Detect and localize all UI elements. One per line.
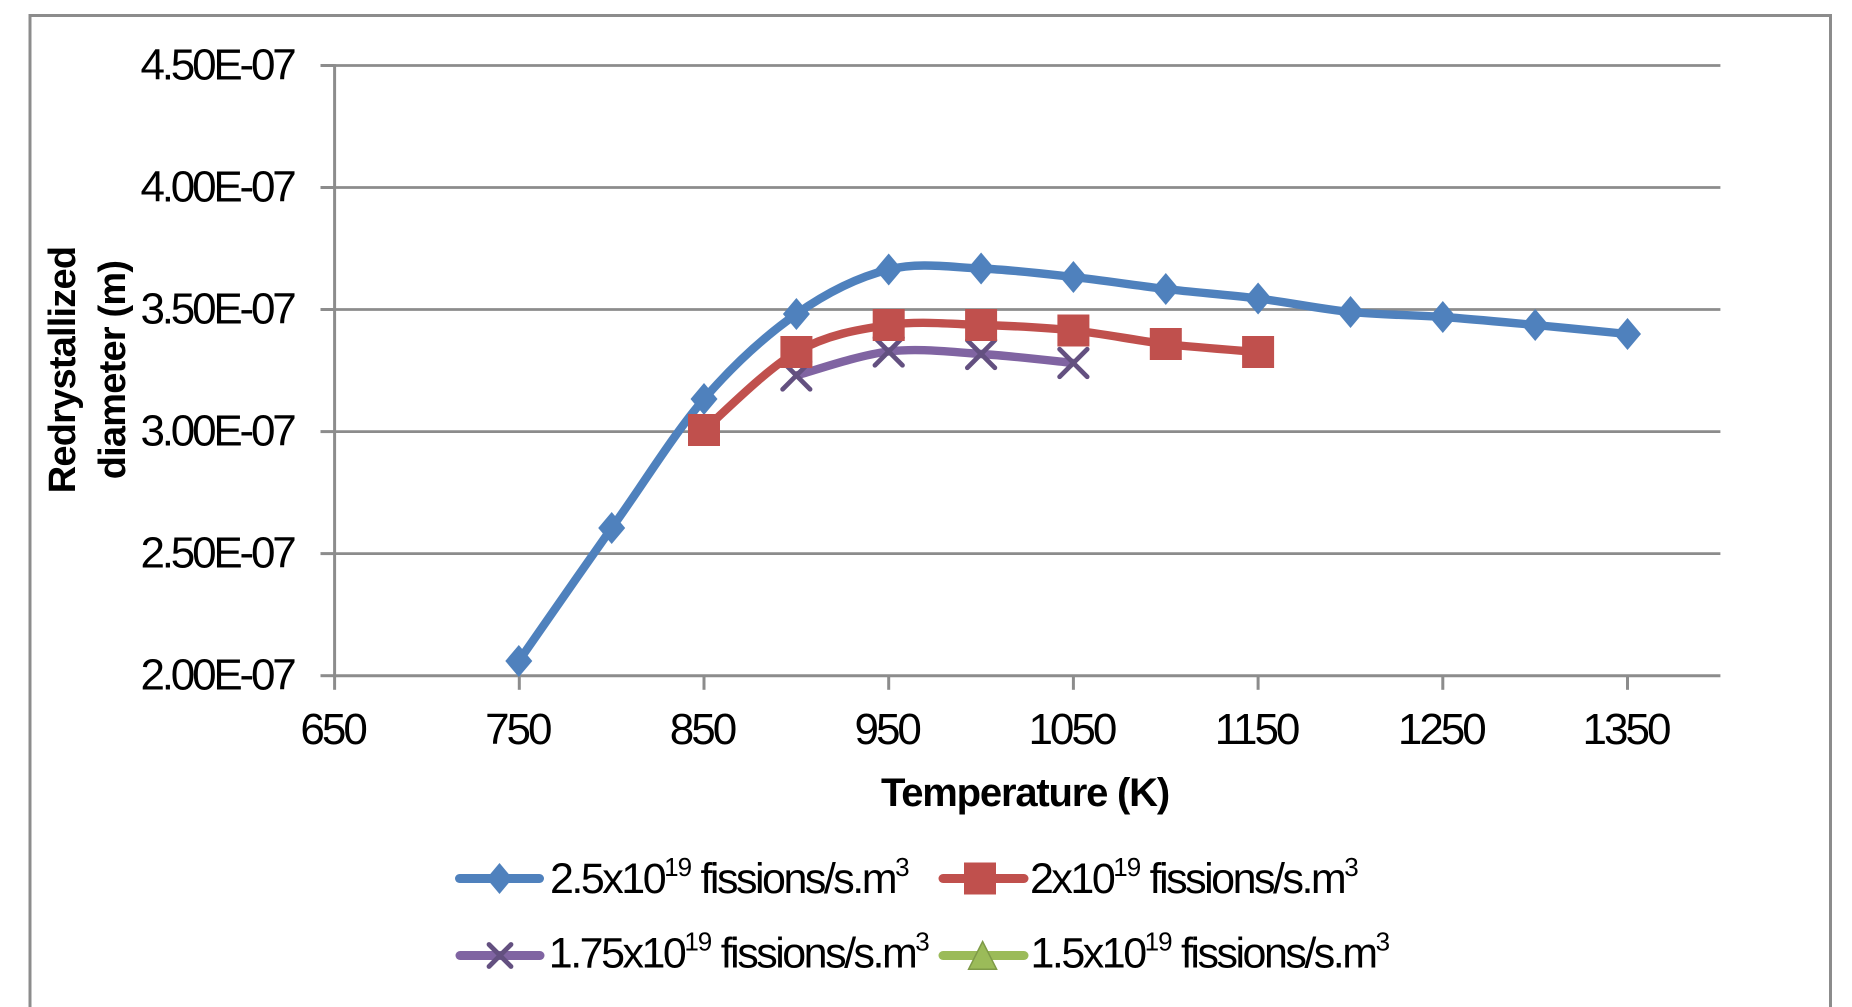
svg-text:1350: 1350 <box>1583 705 1670 754</box>
svg-text:1.75x1019 fissions/s.m3: 1.75x1019 fissions/s.m3 <box>549 927 930 978</box>
svg-text:850: 850 <box>670 705 736 754</box>
svg-text:diameter (m): diameter (m) <box>92 261 134 479</box>
svg-text:Temperature (K): Temperature (K) <box>881 771 1169 815</box>
svg-text:2.00E-07: 2.00E-07 <box>141 651 296 700</box>
svg-text:2x1019 fissions/s.m3: 2x1019 fissions/s.m3 <box>1030 852 1358 903</box>
svg-text:4.00E-07: 4.00E-07 <box>141 163 296 212</box>
svg-text:3.00E-07: 3.00E-07 <box>141 407 296 456</box>
svg-text:950: 950 <box>854 705 920 754</box>
svg-text:4.50E-07: 4.50E-07 <box>141 41 296 90</box>
svg-text:1150: 1150 <box>1215 705 1299 754</box>
svg-text:3.50E-07: 3.50E-07 <box>141 285 296 334</box>
svg-text:2.5x1019 fissions/s.m3: 2.5x1019 fissions/s.m3 <box>550 852 909 903</box>
svg-text:1.5x1019 fissions/s.m3: 1.5x1019 fissions/s.m3 <box>1031 927 1390 978</box>
svg-text:750: 750 <box>485 705 551 754</box>
svg-text:Redrystallized: Redrystallized <box>42 247 84 493</box>
svg-text:650: 650 <box>300 705 366 754</box>
svg-text:1250: 1250 <box>1398 705 1485 754</box>
svg-text:2.50E-07: 2.50E-07 <box>141 529 296 578</box>
svg-text:1050: 1050 <box>1028 705 1115 754</box>
